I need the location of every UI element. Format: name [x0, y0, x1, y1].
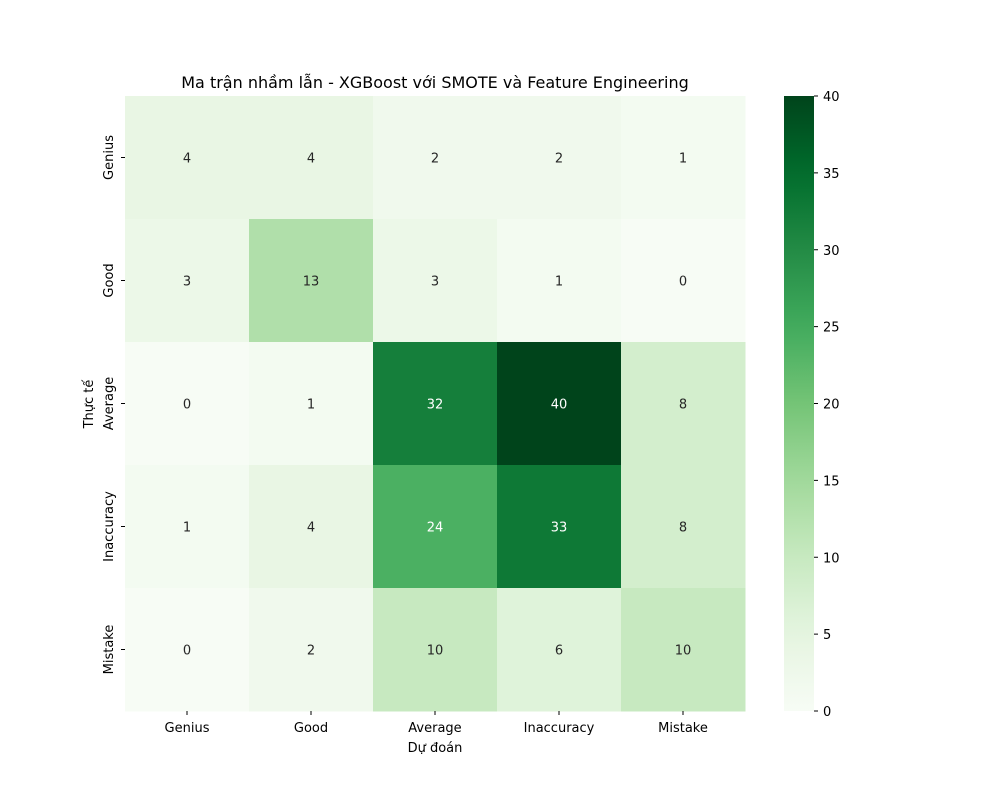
cell-value-label: 1	[307, 398, 315, 413]
y-axis-label: Thực tế	[82, 380, 97, 430]
cell-value-label: 1	[555, 275, 563, 290]
colorbar-tick-label: 35	[823, 167, 840, 182]
x-tick-label: Good	[294, 721, 328, 736]
cell-value-label: 2	[307, 644, 315, 659]
x-tick-label: Average	[408, 721, 461, 736]
chart-title: Ma trận nhầm lẫn - XGBoost với SMOTE và …	[181, 73, 689, 92]
cell-value-label: 4	[183, 152, 191, 167]
heatmap-cell	[621, 588, 746, 712]
cell-value-label: 4	[307, 521, 315, 536]
heatmap-cell	[621, 96, 746, 220]
cell-value-label: 33	[551, 521, 568, 536]
cell-value-label: 10	[675, 644, 692, 659]
heatmap-cell	[497, 219, 622, 343]
heatmap-cell	[125, 465, 250, 589]
heatmap-cell	[249, 465, 374, 589]
heatmap-cell	[249, 342, 374, 466]
colorbar-tick-label: 40	[823, 90, 840, 105]
heatmap-cell	[497, 588, 622, 712]
colorbar-tick-label: 5	[823, 628, 831, 643]
cell-value-label: 10	[427, 644, 444, 659]
x-axis-label: Dự đoán	[408, 741, 463, 756]
colorbar-tick-label: 10	[823, 551, 840, 566]
heatmap-cell	[125, 342, 250, 466]
y-tick-label: Mistake	[102, 625, 117, 675]
cell-value-label: 32	[427, 398, 444, 413]
colorbar-tick-label: 25	[823, 321, 840, 336]
cell-value-label: 2	[431, 152, 439, 167]
cell-value-label: 1	[679, 152, 687, 167]
heatmap-cell	[497, 342, 622, 466]
x-tick-label: Mistake	[658, 721, 708, 736]
heatmap-cell	[621, 342, 746, 466]
heatmap-cell	[497, 96, 622, 220]
heatmap-cell	[621, 219, 746, 343]
cell-value-label: 6	[555, 644, 563, 659]
heatmap-cell	[373, 465, 498, 589]
cell-value-label: 1	[183, 521, 191, 536]
cell-value-label: 0	[679, 275, 687, 290]
cell-value-label: 40	[551, 398, 568, 413]
heatmap-cell	[373, 219, 498, 343]
cell-value-label: 24	[427, 521, 444, 536]
cell-value-label: 0	[183, 644, 191, 659]
colorbar: 0 5 10 15 20 25 30 35 40	[784, 90, 840, 720]
heatmap-cell	[249, 588, 374, 712]
heatmap-cell	[125, 96, 250, 220]
y-axis: Genius Good Average Inaccuracy Mistake	[102, 135, 125, 675]
heatmap-cell	[125, 219, 250, 343]
cell-value-label: 8	[679, 398, 687, 413]
heatmap-cell	[621, 465, 746, 589]
cell-value-label: 0	[183, 398, 191, 413]
y-tick-label: Inaccuracy	[102, 491, 117, 562]
heatmap-cell	[497, 465, 622, 589]
colorbar-tick-label: 15	[823, 474, 840, 489]
cell-value-label: 4	[307, 152, 315, 167]
y-tick-label: Average	[102, 377, 117, 430]
cell-value-label: 3	[431, 275, 439, 290]
cell-value-label: 8	[679, 521, 687, 536]
heatmap-cell	[249, 219, 374, 343]
heatmap-cell	[373, 342, 498, 466]
y-tick-label: Genius	[102, 135, 117, 180]
cell-value-label: 13	[303, 275, 320, 290]
heatmap-cell	[125, 588, 250, 712]
x-axis: Genius Good Average Inaccuracy Mistake	[165, 711, 708, 736]
heatmap-cell	[373, 588, 498, 712]
x-tick-label: Genius	[165, 721, 210, 736]
heatmap-cells: 4 4 2 2 13 13 3 1 00 1 32 40 81 4 24 33 80 2 10 6 10	[125, 96, 746, 712]
colorbar-tick-label: 0	[823, 705, 831, 720]
colorbar-gradient	[784, 96, 814, 711]
colorbar-tick-label: 20	[823, 398, 840, 413]
colorbar-tick-label: 30	[823, 244, 840, 259]
heatmap-cell	[249, 96, 374, 220]
y-tick-label: Good	[102, 263, 117, 297]
x-tick-label: Inaccuracy	[524, 721, 595, 736]
heatmap-cell	[373, 96, 498, 220]
cell-value-label: 2	[555, 152, 563, 167]
cell-value-label: 3	[183, 275, 191, 290]
